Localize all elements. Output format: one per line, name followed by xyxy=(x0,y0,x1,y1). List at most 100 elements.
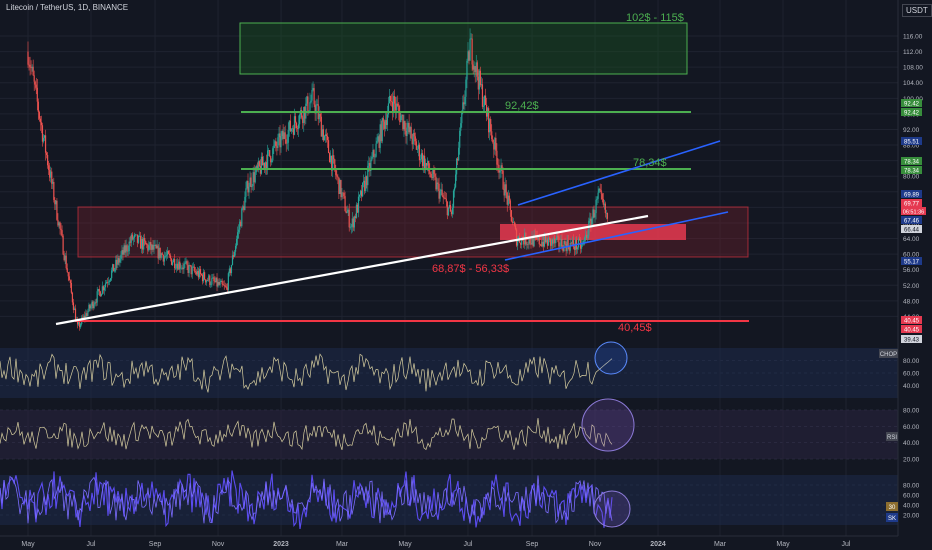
candle-body xyxy=(68,276,70,281)
candle-body xyxy=(244,196,246,211)
candle-body xyxy=(383,121,385,129)
candle-body xyxy=(322,129,324,141)
indicator-tick-label: 40.00 xyxy=(903,383,920,390)
candle-body xyxy=(53,181,55,200)
candle-body xyxy=(366,176,368,186)
candle-body xyxy=(587,235,589,238)
candle-body xyxy=(267,150,269,169)
candle-body xyxy=(29,64,31,68)
candle-body xyxy=(573,246,575,250)
candle-body xyxy=(341,192,343,198)
candle-body xyxy=(141,238,143,249)
candle-body xyxy=(488,108,490,133)
candle-body xyxy=(55,200,57,205)
candle-body xyxy=(199,269,202,274)
candle-body xyxy=(287,129,289,143)
candle-body xyxy=(401,114,403,116)
resistance-label: 102$ - 115$ xyxy=(626,12,684,24)
candle-body xyxy=(414,136,416,142)
time-tick-label: Mar xyxy=(336,541,349,548)
candle-body xyxy=(296,128,299,129)
candle-body xyxy=(116,259,118,265)
candle-body xyxy=(225,286,227,288)
candle-body xyxy=(483,95,486,106)
candle-body xyxy=(271,160,273,163)
candle-body xyxy=(364,180,366,192)
candle-body xyxy=(128,241,130,252)
candle-body xyxy=(385,120,387,126)
candle-body xyxy=(458,147,460,161)
rsi-highlight-circle[interactable] xyxy=(581,398,635,452)
resistance-zone[interactable] xyxy=(239,22,688,75)
candle-body xyxy=(461,111,463,124)
candle-body xyxy=(45,152,48,155)
candle-body xyxy=(506,192,508,205)
indicator-tick-label: 80.00 xyxy=(903,483,920,490)
candle-body xyxy=(150,242,152,250)
candle-body xyxy=(51,171,53,184)
candle-body xyxy=(279,133,281,148)
candle-body xyxy=(118,258,120,263)
candle-body xyxy=(334,159,336,169)
candle-body xyxy=(503,189,505,196)
candle-body xyxy=(182,267,184,270)
candle-body xyxy=(359,190,362,195)
indicator-tick-label: 80.00 xyxy=(903,358,920,365)
candle-body xyxy=(143,238,145,250)
candle-body xyxy=(260,156,263,174)
candle-body xyxy=(183,263,185,270)
candle-body xyxy=(580,244,583,249)
candle-body xyxy=(306,96,308,104)
candle-body xyxy=(367,165,369,186)
chop-highlight-circle[interactable] xyxy=(594,341,628,375)
candle-body xyxy=(149,242,151,246)
candle-body xyxy=(301,110,303,118)
oscillators xyxy=(0,353,613,529)
stoch-highlight-circle[interactable] xyxy=(593,490,631,528)
candle-body xyxy=(179,261,181,269)
candle-body xyxy=(273,145,275,149)
candle-body xyxy=(50,171,52,178)
candle-body xyxy=(403,121,405,130)
channel-bottom-line[interactable] xyxy=(504,211,729,261)
candle-body xyxy=(221,280,223,285)
badge-78b: 78.34 xyxy=(904,169,920,175)
candle-body xyxy=(231,255,234,266)
candle-body xyxy=(531,235,533,245)
candle-body xyxy=(402,114,404,130)
candle-body xyxy=(47,154,49,166)
candle-body xyxy=(242,206,244,209)
candle-body xyxy=(396,103,398,111)
candle-body xyxy=(328,152,331,163)
candle-body xyxy=(337,176,339,178)
time-tick-label: Sep xyxy=(526,541,539,548)
candle-body xyxy=(363,180,365,183)
candle-body xyxy=(566,239,568,252)
candle-body xyxy=(316,104,318,106)
candle-body xyxy=(281,130,283,137)
candle-body xyxy=(351,218,353,227)
candle-body xyxy=(585,234,587,238)
candle-body xyxy=(166,251,169,256)
candle-body xyxy=(278,133,280,138)
candle-body xyxy=(52,181,54,184)
candle-body xyxy=(218,281,220,285)
candle-body xyxy=(428,160,430,171)
candle-body xyxy=(318,113,320,120)
time-axis[interactable]: May Jul Sep Nov 2023 Mar May Jul Sep Nov 2024 Mar Ma… xyxy=(21,541,851,548)
currency-button[interactable]: USDT xyxy=(902,4,932,17)
candle-body xyxy=(332,155,334,171)
candle-body xyxy=(331,155,333,171)
candle-body xyxy=(311,89,313,101)
channel-top-line[interactable] xyxy=(517,140,721,206)
candle-body xyxy=(177,263,179,270)
candle-body xyxy=(204,272,206,280)
candle-body xyxy=(378,136,380,148)
small-red-zone[interactable] xyxy=(500,224,686,240)
candle-body xyxy=(444,197,446,199)
candle-body xyxy=(299,114,301,125)
candle-body xyxy=(438,183,440,199)
candle-body xyxy=(192,266,194,268)
trendline[interactable] xyxy=(55,214,649,326)
